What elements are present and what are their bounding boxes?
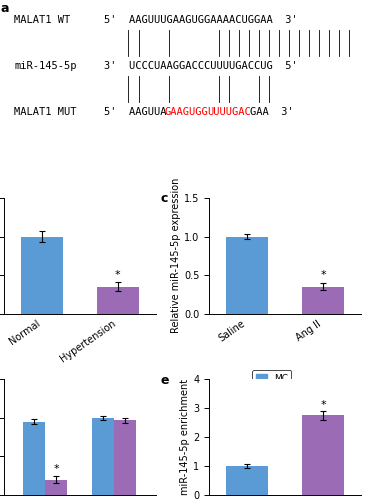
Text: c: c	[161, 192, 168, 205]
Bar	[21, 236, 63, 314]
Legend: MC, M: MC, M	[252, 370, 291, 398]
Text: *: *	[53, 464, 59, 474]
Text: *: *	[115, 270, 120, 280]
Bar	[302, 286, 344, 314]
Text: UUUUGAC: UUUUGAC	[208, 107, 251, 117]
Text: MALAT1 MUT: MALAT1 MUT	[14, 107, 77, 117]
Text: 5'  AAGUUUGAAGUGGAAAACUGGAA  3': 5' AAGUUUGAAGUGGAAAACUGGAA 3'	[104, 16, 297, 26]
Bar	[92, 418, 114, 495]
Bar	[45, 480, 67, 495]
Bar	[114, 420, 137, 495]
Bar	[226, 466, 268, 495]
Y-axis label: miR-145-5p enrichment: miR-145-5p enrichment	[180, 379, 191, 495]
Text: a: a	[0, 2, 8, 16]
Text: MALAT1 WT: MALAT1 WT	[14, 16, 71, 26]
Text: 3'  UCCCUAAGGACCCUUUUGACCUG  5': 3' UCCCUAAGGACCCUUUUGACCUG 5'	[104, 61, 297, 71]
Text: GAA  3': GAA 3'	[250, 107, 294, 117]
Bar	[23, 422, 45, 495]
Bar	[226, 236, 268, 314]
Text: GAAGUGG: GAAGUGG	[165, 107, 209, 117]
Y-axis label: Relative miR-145-5p expression: Relative miR-145-5p expression	[171, 178, 181, 334]
Text: e: e	[161, 374, 169, 386]
Text: *: *	[320, 270, 326, 280]
Text: *: *	[320, 400, 326, 409]
Text: miR-145-5p: miR-145-5p	[14, 61, 77, 71]
Text: 5'  AAGUUA: 5' AAGUUA	[104, 107, 166, 117]
Bar	[302, 416, 344, 495]
Bar	[97, 286, 139, 314]
